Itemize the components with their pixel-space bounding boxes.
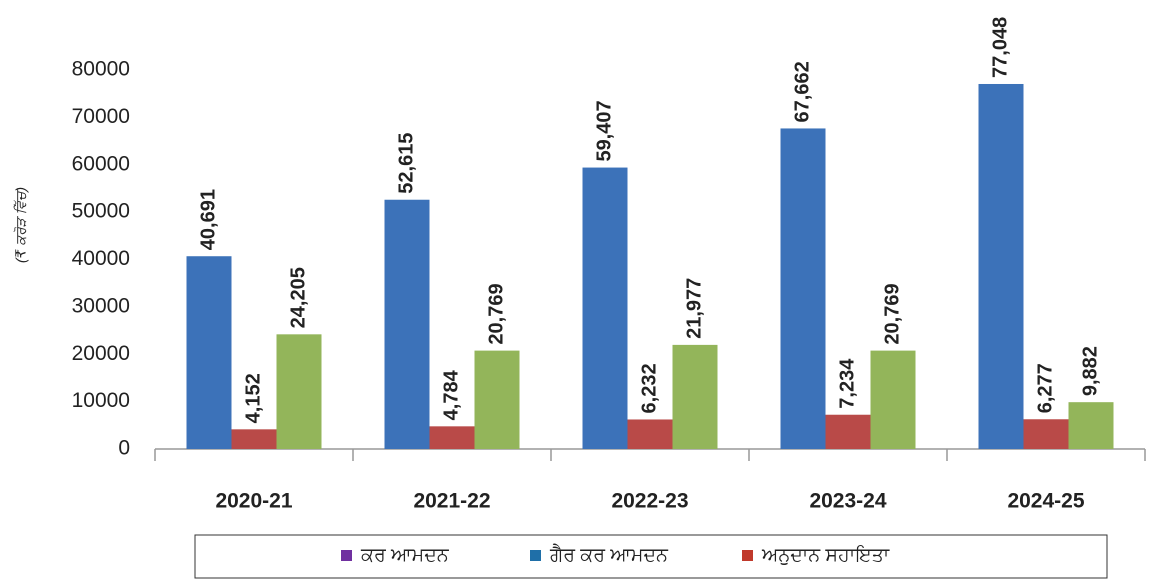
y-tick-label: 50000 <box>72 200 130 223</box>
data-label: 4,152 <box>242 373 264 423</box>
data-label: 9,882 <box>1079 346 1101 396</box>
data-label: 20,769 <box>881 283 903 344</box>
y-tick-label: 20000 <box>72 342 130 365</box>
data-label: 4,784 <box>440 369 462 420</box>
bar <box>384 199 430 449</box>
bar <box>231 429 277 449</box>
bar <box>1068 402 1114 449</box>
bar <box>186 256 232 449</box>
data-label: 7,234 <box>836 358 858 409</box>
y-tick-label: 80000 <box>72 58 130 81</box>
bar <box>474 350 520 449</box>
bar <box>1023 419 1069 449</box>
data-label: 77,048 <box>989 17 1011 78</box>
bar <box>627 419 673 449</box>
data-label: 59,407 <box>593 100 615 161</box>
data-label: 52,615 <box>395 133 417 194</box>
legend-label: ਅਨੁਦਾਨ ਸਹਾਇਤਾ <box>761 544 890 566</box>
bar <box>672 344 718 449</box>
bar <box>870 350 916 449</box>
x-tick-label: 2020-21 <box>215 490 292 513</box>
data-label: 20,769 <box>485 283 507 344</box>
bar <box>429 426 475 449</box>
data-label: 40,691 <box>197 189 219 250</box>
y-tick-label: 40000 <box>72 247 130 270</box>
bar <box>978 83 1024 449</box>
x-tick-label: 2024-25 <box>1007 490 1084 513</box>
bar <box>582 167 628 450</box>
bar <box>825 414 871 449</box>
x-tick-label: 2023-24 <box>809 490 886 513</box>
legend-label: ਗੈਰ ਕਰ ਆਮਦਨ <box>549 543 669 566</box>
legend-swatch <box>742 550 753 561</box>
legend-swatch <box>341 550 352 561</box>
legend-swatch <box>530 550 541 561</box>
data-label: 24,205 <box>287 267 309 328</box>
legend-label: ਕਰ ਆਮਦਨ <box>360 545 450 566</box>
bar <box>276 334 322 449</box>
bar <box>780 128 826 449</box>
x-tick-label: 2022-23 <box>611 490 688 513</box>
data-label: 67,662 <box>791 61 813 122</box>
legend-box <box>194 534 1108 579</box>
y-tick-label: 10000 <box>72 389 130 412</box>
y-tick-label: 0 <box>118 437 130 460</box>
data-label: 21,977 <box>683 278 705 339</box>
data-label: 6,277 <box>1034 363 1056 413</box>
y-axis-label: (₹ ਕਰੋੜ ਵਿੱਚ) <box>13 187 29 263</box>
y-tick-label: 70000 <box>72 105 130 128</box>
x-tick-label: 2021-22 <box>413 490 490 513</box>
data-label: 6,232 <box>638 363 660 413</box>
y-tick-label: 30000 <box>72 294 130 317</box>
y-tick-label: 60000 <box>72 152 130 175</box>
